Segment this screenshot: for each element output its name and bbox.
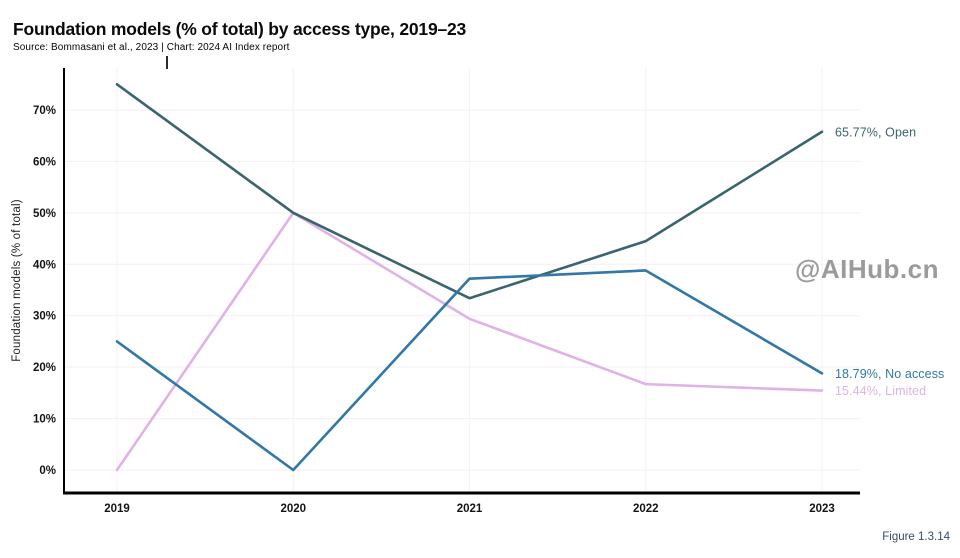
series-end-label-limited: 15.44%, Limited — [835, 384, 926, 398]
x-tick-labels: 2019 2020 2021 2022 2023 — [104, 503, 835, 515]
x-tick-label: 2019 — [104, 503, 130, 515]
chart-title: Foundation models (% of total) by access… — [13, 19, 467, 39]
text-cursor-artifact — [166, 56, 168, 69]
x-tick-label: 2021 — [457, 503, 483, 515]
x-tick-label: 2022 — [633, 503, 659, 515]
y-tick-label: 50% — [33, 208, 56, 220]
gridlines — [64, 68, 860, 493]
watermark-text: @AIHub.cn — [795, 254, 939, 284]
y-tick-label: 30% — [33, 311, 56, 323]
series-end-label-no-access: 18.79%, No access — [835, 367, 944, 381]
series-end-label-open: 65.77%, Open — [835, 125, 916, 139]
y-tick-label: 10% — [33, 414, 56, 426]
series-line-open — [115, 82, 824, 300]
y-tick-label: 40% — [33, 259, 56, 271]
y-tick-label: 0% — [39, 465, 56, 477]
x-tick-label: 2020 — [280, 503, 306, 515]
y-tick-label: 70% — [33, 105, 56, 117]
y-tick-label: 20% — [33, 362, 56, 374]
y-axis-title: Foundation models (% of total) — [11, 199, 23, 362]
chart-source: Source: Bommasani et al., 2023 | Chart: … — [13, 42, 290, 54]
x-tick-label: 2023 — [809, 503, 835, 515]
series-line-no-access — [115, 269, 824, 472]
figure-number-label: Figure 1.3.14 — [882, 531, 950, 543]
series-line-limited — [115, 211, 824, 472]
y-tick-labels: 0% 10% 20% 30% 40% 50% 60% 70% — [33, 105, 56, 477]
chart-header: Foundation models (% of total) by access… — [13, 19, 466, 53]
y-tick-label: 60% — [33, 156, 56, 168]
